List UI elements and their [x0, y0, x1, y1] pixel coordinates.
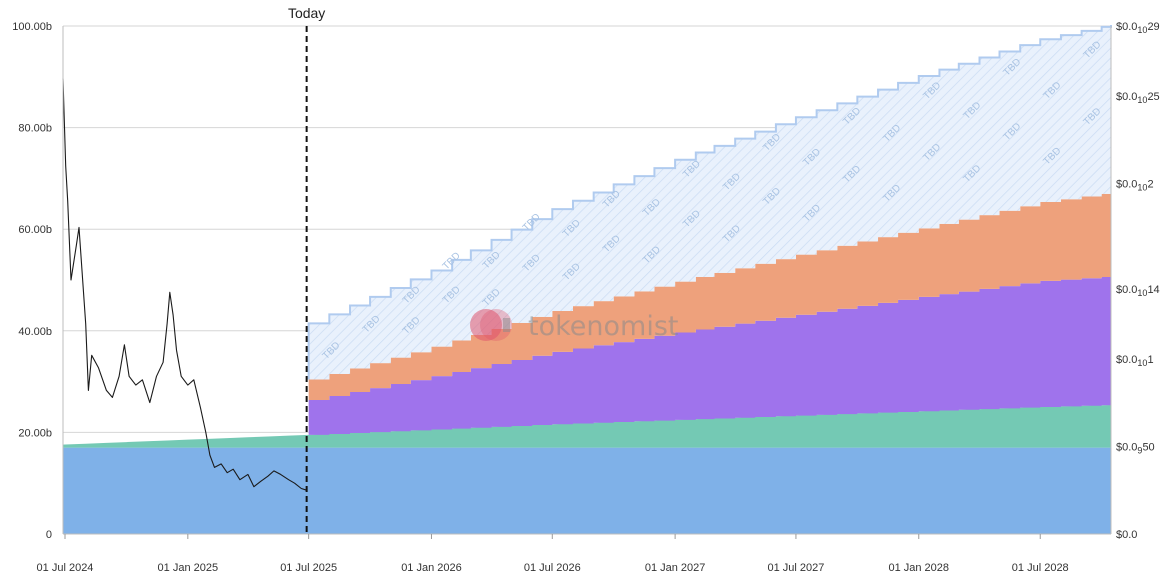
y-left-tick-label: 80.00b: [18, 123, 52, 135]
x-tick-label: 01 Jul 2025: [280, 562, 337, 574]
x-tick-label: 01 Jan 2025: [158, 562, 219, 574]
x-tick-label: 01 Jan 2026: [401, 562, 462, 574]
area-series-2: [63, 404, 1111, 448]
y-left-tick-label: 100.00b: [12, 21, 52, 33]
y-right-tick-label: $0.01025: [1116, 91, 1160, 105]
y-left-tick-label: 0: [46, 529, 52, 541]
tbd-outline: [307, 24, 1112, 380]
y-right-tick-label: $0.0101: [1116, 354, 1154, 368]
y-right-tick-label: $0.01014: [1116, 284, 1160, 298]
price-series: [62, 78, 307, 491]
y-left-tick-label: 40.00b: [18, 326, 52, 338]
y-right-tick-label: $0.01029: [1116, 21, 1160, 35]
x-tick-label: 01 Jan 2027: [645, 562, 706, 574]
area-series-4: [308, 192, 1111, 401]
x-tick-label: 01 Jul 2024: [37, 562, 94, 574]
area-series-3: [308, 276, 1111, 435]
y-left-tick-label: 60.00b: [18, 224, 52, 236]
x-tick-label: 01 Jul 2027: [767, 562, 824, 574]
area-series: [63, 24, 1112, 534]
watermark: tokenomist: [470, 309, 678, 342]
x-tick-label: 01 Jul 2028: [1012, 562, 1069, 574]
y-right-tick-label: $0.0: [1116, 529, 1137, 541]
area-series-1: [63, 447, 1111, 534]
area-series-5: [308, 24, 1111, 380]
today-label: Today: [288, 5, 325, 21]
y-left-tick-label: 20.00b: [18, 427, 52, 439]
price-line: [62, 78, 307, 491]
y-right-tick-label: $0.0950: [1116, 441, 1155, 455]
y-right-tick-label: $0.0102: [1116, 179, 1154, 193]
axes: 0 20.00b 40.00b 60.00b 80.00b 100.00b $0.0 $0.0…: [12, 21, 1159, 574]
x-tick-label: 01 Jul 2026: [524, 562, 581, 574]
tokenomist-logo-icon: [470, 309, 512, 341]
watermark-text: tokenomist: [528, 311, 678, 342]
x-tick-label: 01 Jan 2028: [888, 562, 949, 574]
today-marker: Today: [288, 5, 325, 534]
